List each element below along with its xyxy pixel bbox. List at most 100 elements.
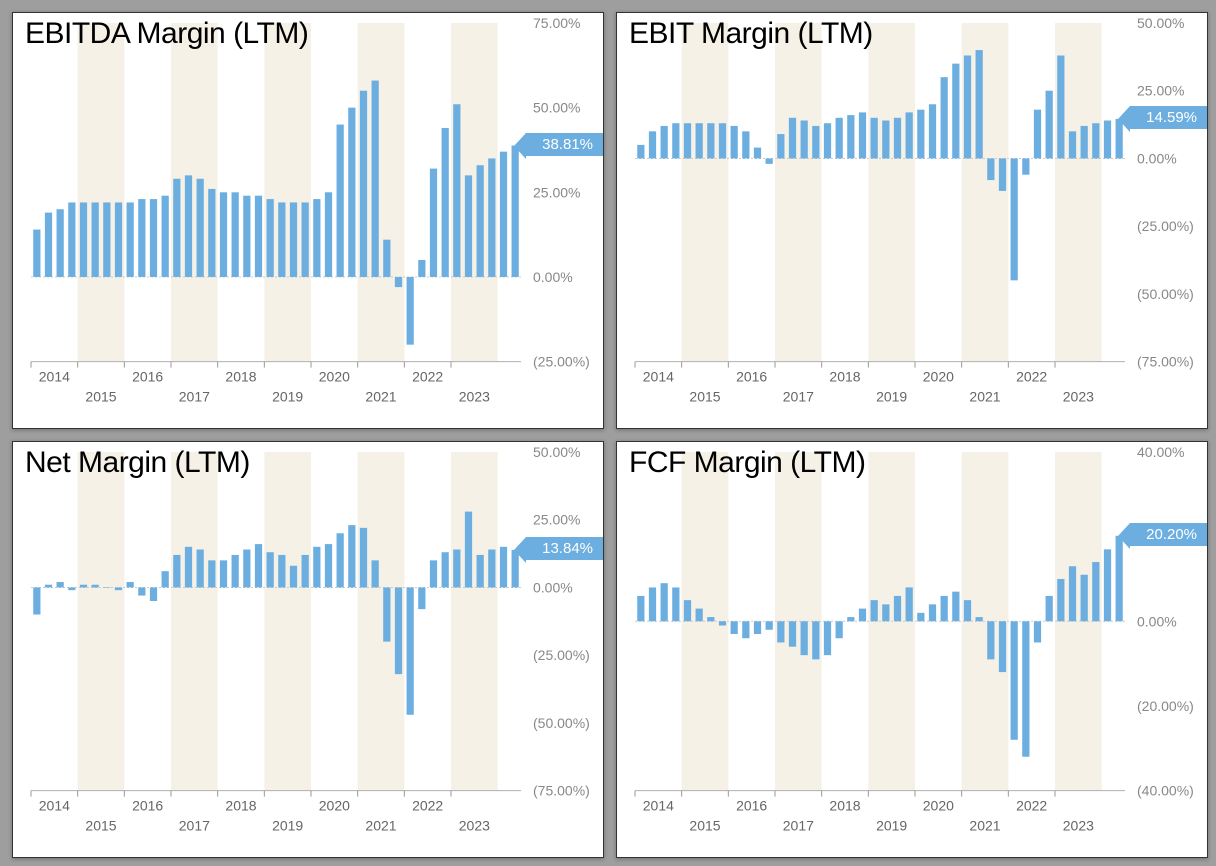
bar [987, 158, 994, 180]
bar [267, 199, 274, 277]
y-tick-label: (50.00%) [1137, 286, 1194, 302]
bar [57, 209, 64, 277]
bar [348, 525, 355, 587]
y-tick-label: 0.00% [533, 579, 573, 595]
bar [1034, 621, 1041, 642]
bar [103, 202, 110, 276]
bar [465, 175, 472, 277]
x-tick-label: 2021 [365, 389, 396, 405]
bar [1011, 621, 1018, 740]
x-tick-label: 2015 [689, 818, 720, 834]
x-tick-label: 2022 [412, 798, 443, 814]
bar [500, 152, 507, 277]
bar [742, 621, 749, 638]
chart-title: Net Margin (LTM) [25, 446, 250, 480]
x-tick-label: 2023 [459, 818, 490, 834]
bar [395, 587, 402, 674]
bar [731, 126, 738, 159]
bar [1081, 126, 1088, 159]
bar [859, 609, 866, 622]
bar [719, 123, 726, 158]
value-callout: 14.59% [1130, 106, 1207, 129]
bar [742, 131, 749, 158]
bar [407, 587, 414, 714]
x-tick-label: 2018 [225, 369, 256, 385]
bar [395, 277, 402, 287]
bar [964, 600, 971, 621]
bar [684, 123, 691, 158]
bar [882, 121, 889, 159]
bar [649, 131, 656, 158]
bar [672, 123, 679, 158]
bar [1046, 596, 1053, 621]
bar [1092, 562, 1099, 621]
bar [45, 213, 52, 277]
y-tick-label: 50.00% [533, 444, 580, 460]
bar [941, 77, 948, 158]
chart-svg: (40.00%)(20.00%)0.00%20.00%40.00%2014201… [617, 442, 1207, 857]
y-tick-label: (40.00%) [1137, 783, 1194, 799]
bar [836, 621, 843, 638]
x-tick-label: 2021 [365, 818, 396, 834]
bar [232, 555, 239, 588]
bar [313, 199, 320, 277]
x-tick-label: 2021 [969, 389, 1000, 405]
bar [696, 123, 703, 158]
bar [801, 121, 808, 159]
bar [661, 126, 668, 159]
bar [707, 123, 714, 158]
bar [777, 621, 784, 642]
bar [929, 104, 936, 158]
x-tick-label: 2022 [412, 369, 443, 385]
bar [976, 50, 983, 158]
bar [1069, 566, 1076, 621]
bar [1104, 549, 1111, 621]
x-tick-label: 2017 [179, 818, 210, 834]
bar [337, 125, 344, 277]
bar [45, 585, 52, 588]
y-tick-label: 50.00% [1137, 15, 1184, 31]
bar [801, 621, 808, 655]
x-tick-label: 2014 [643, 798, 674, 814]
bar [442, 552, 449, 587]
bar [488, 158, 495, 277]
bar [68, 202, 75, 276]
y-tick-label: (75.00%) [533, 783, 590, 799]
bar [220, 560, 227, 587]
bar [115, 202, 122, 276]
x-tick-label: 2017 [783, 389, 814, 405]
x-tick-label: 2014 [643, 369, 674, 385]
x-tick-label: 2020 [923, 369, 954, 385]
bar [325, 192, 332, 277]
bar [278, 202, 285, 276]
x-tick-label: 2015 [85, 818, 116, 834]
bar [360, 91, 367, 277]
bar [1057, 56, 1064, 159]
bar [313, 547, 320, 588]
bar [348, 108, 355, 277]
panel-fcf: FCF Margin (LTM) (40.00%)(20.00%)0.00%20… [616, 441, 1208, 858]
bar [512, 146, 519, 277]
bar [964, 56, 971, 159]
bar [500, 547, 507, 588]
y-tick-label: (25.00%) [533, 647, 590, 663]
bar [162, 196, 169, 277]
bar [418, 260, 425, 277]
x-tick-label: 2014 [39, 798, 70, 814]
y-tick-label: (25.00%) [1137, 218, 1194, 234]
y-tick-label: 25.00% [533, 184, 580, 200]
bar [68, 587, 75, 590]
x-tick-label: 2018 [829, 798, 860, 814]
x-tick-label: 2020 [923, 798, 954, 814]
panel-ebitda: EBITDA Margin (LTM) (25.00%)0.00%25.00%5… [12, 12, 604, 429]
x-tick-label: 2023 [1063, 818, 1094, 834]
bar [789, 118, 796, 159]
bar [290, 566, 297, 588]
y-tick-label: (75.00%) [1137, 354, 1194, 370]
x-tick-label: 2016 [132, 369, 163, 385]
x-tick-label: 2016 [736, 369, 767, 385]
bar [859, 112, 866, 158]
bar [719, 621, 726, 625]
x-tick-label: 2020 [319, 369, 350, 385]
y-tick-label: (50.00%) [533, 715, 590, 731]
